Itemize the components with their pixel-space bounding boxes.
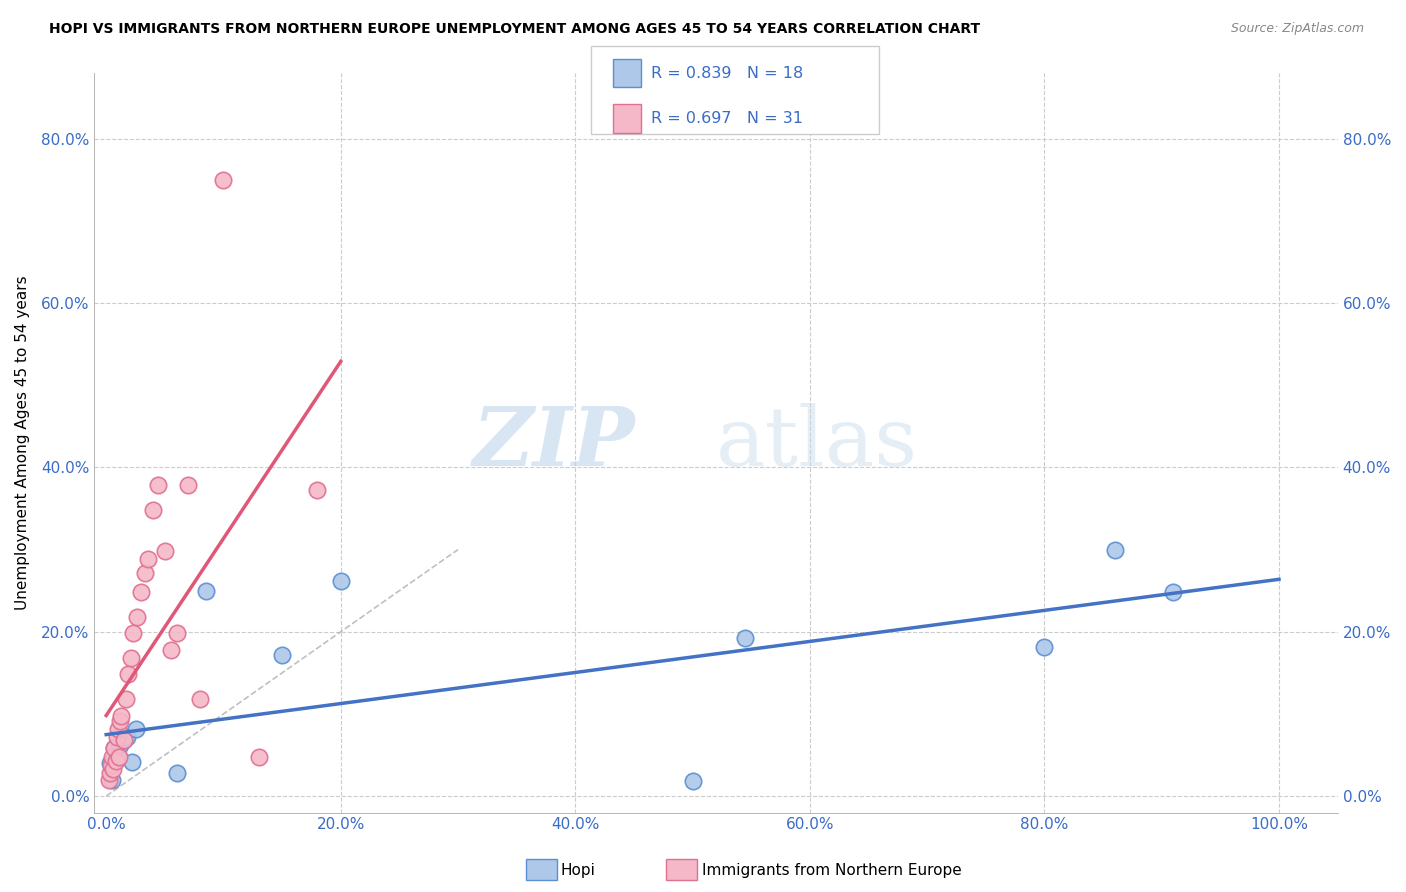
Point — [153, 544, 176, 558]
Y-axis label: Unemployment Among Ages 45 to 54 years: Unemployment Among Ages 45 to 54 years — [15, 276, 30, 610]
Text: Hopi: Hopi — [561, 863, 596, 878]
Point — [110, 708, 132, 723]
Point — [1033, 640, 1056, 654]
Point — [1163, 585, 1185, 599]
Point — [125, 610, 148, 624]
Text: HOPI VS IMMIGRANTS FROM NORTHERN EUROPE UNEMPLOYMENT AMONG AGES 45 TO 54 YEARS C: HOPI VS IMMIGRANTS FROM NORTHERN EUROPE … — [49, 22, 980, 37]
Point — [122, 626, 145, 640]
Point — [107, 747, 129, 762]
Text: atlas: atlas — [716, 403, 918, 483]
Point — [121, 755, 143, 769]
Point — [329, 574, 352, 588]
Point — [134, 566, 156, 580]
Point — [166, 766, 188, 780]
Point — [194, 583, 217, 598]
Point — [166, 626, 188, 640]
Point — [101, 749, 124, 764]
Point — [98, 756, 121, 771]
Point — [682, 774, 704, 789]
Point — [101, 772, 124, 787]
Point — [98, 766, 121, 780]
Point — [103, 762, 125, 776]
Point — [112, 733, 135, 747]
Point — [146, 478, 169, 492]
Point — [110, 738, 132, 752]
Point — [734, 632, 756, 646]
Text: R = 0.839   N = 18: R = 0.839 N = 18 — [651, 66, 803, 80]
Point — [188, 692, 211, 706]
Point — [103, 741, 125, 756]
Point — [112, 733, 135, 747]
Point — [138, 552, 160, 566]
Point — [107, 722, 129, 736]
Text: Immigrants from Northern Europe: Immigrants from Northern Europe — [702, 863, 962, 878]
Point — [142, 503, 165, 517]
Point — [108, 749, 131, 764]
Point — [124, 722, 146, 736]
Point — [159, 643, 181, 657]
Text: ZIP: ZIP — [472, 403, 636, 483]
Point — [247, 749, 270, 764]
Point — [131, 585, 153, 599]
Point — [212, 173, 235, 187]
Text: Source: ZipAtlas.com: Source: ZipAtlas.com — [1230, 22, 1364, 36]
Point — [97, 772, 120, 787]
Point — [110, 714, 132, 728]
Point — [117, 667, 139, 681]
Point — [120, 651, 142, 665]
Point — [105, 730, 128, 744]
Point — [271, 648, 294, 662]
Point — [115, 692, 138, 706]
Point — [307, 483, 329, 498]
Point — [1104, 542, 1126, 557]
Text: R = 0.697   N = 31: R = 0.697 N = 31 — [651, 112, 803, 126]
Point — [100, 757, 122, 772]
Point — [117, 730, 139, 744]
Point — [103, 741, 125, 756]
Point — [177, 478, 200, 492]
Point — [104, 754, 127, 768]
